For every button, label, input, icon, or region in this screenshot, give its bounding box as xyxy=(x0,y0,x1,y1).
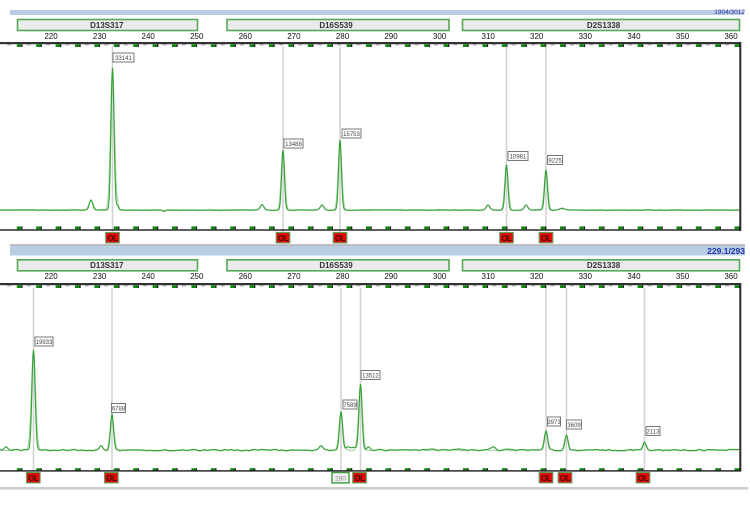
svg-text:290: 290 xyxy=(384,32,398,41)
svg-text:OL: OL xyxy=(354,474,365,483)
svg-text:1904/3012: 1904/3012 xyxy=(714,9,745,16)
svg-text:OL: OL xyxy=(638,474,649,483)
svg-text:229.1/293: 229.1/293 xyxy=(707,246,745,256)
svg-text:340: 340 xyxy=(627,272,641,281)
svg-text:280: 280 xyxy=(336,32,350,41)
svg-text:D2S1338: D2S1338 xyxy=(587,261,621,270)
svg-text:360: 360 xyxy=(724,32,738,41)
svg-text:280: 280 xyxy=(336,272,350,281)
svg-text:9225: 9225 xyxy=(548,159,562,165)
svg-text:D2S1338: D2S1338 xyxy=(587,21,621,30)
svg-text:350: 350 xyxy=(676,272,690,281)
svg-text:260: 260 xyxy=(239,32,253,41)
svg-text:OL: OL xyxy=(560,474,571,483)
svg-text:OL: OL xyxy=(501,234,512,243)
svg-text:320: 320 xyxy=(530,272,544,281)
svg-text:300: 300 xyxy=(433,272,447,281)
svg-text:280: 280 xyxy=(335,476,346,483)
svg-text:D13S317: D13S317 xyxy=(90,21,124,30)
svg-text:330: 330 xyxy=(579,32,593,41)
svg-text:250: 250 xyxy=(190,272,204,281)
svg-text:13488: 13488 xyxy=(285,142,302,148)
svg-text:2113: 2113 xyxy=(647,430,661,436)
svg-text:6788: 6788 xyxy=(112,407,126,413)
svg-text:270: 270 xyxy=(287,32,301,41)
svg-text:290: 290 xyxy=(384,272,398,281)
svg-text:270: 270 xyxy=(287,272,301,281)
svg-text:220: 220 xyxy=(44,32,58,41)
svg-text:250: 250 xyxy=(190,32,204,41)
svg-text:240: 240 xyxy=(142,32,156,41)
svg-text:33141: 33141 xyxy=(115,56,132,62)
svg-text:15753: 15753 xyxy=(343,132,360,138)
svg-text:D13S317: D13S317 xyxy=(90,261,124,270)
svg-text:350: 350 xyxy=(676,32,690,41)
svg-text:220: 220 xyxy=(44,272,58,281)
svg-text:3609: 3609 xyxy=(567,423,581,429)
svg-text:OL: OL xyxy=(28,474,39,483)
svg-text:19933: 19933 xyxy=(36,340,53,346)
svg-text:320: 320 xyxy=(530,32,544,41)
svg-text:310: 310 xyxy=(482,32,496,41)
svg-text:300: 300 xyxy=(433,32,447,41)
svg-text:10981: 10981 xyxy=(510,155,527,161)
svg-text:360: 360 xyxy=(724,272,738,281)
svg-text:230: 230 xyxy=(93,32,107,41)
svg-text:D16S539: D16S539 xyxy=(319,261,353,270)
svg-text:13512: 13512 xyxy=(362,374,379,380)
svg-text:240: 240 xyxy=(142,272,156,281)
svg-text:340: 340 xyxy=(627,32,641,41)
svg-text:OL: OL xyxy=(107,234,118,243)
svg-text:OL: OL xyxy=(278,234,289,243)
svg-text:330: 330 xyxy=(579,272,593,281)
svg-text:7589: 7589 xyxy=(343,403,357,409)
svg-text:OL: OL xyxy=(106,474,117,483)
svg-text:230: 230 xyxy=(93,272,107,281)
svg-text:OL: OL xyxy=(541,474,552,483)
svg-text:310: 310 xyxy=(482,272,496,281)
svg-text:260: 260 xyxy=(239,272,253,281)
svg-text:3973: 3973 xyxy=(547,420,561,426)
svg-text:OL: OL xyxy=(335,234,346,243)
svg-text:D16S539: D16S539 xyxy=(319,21,353,30)
svg-text:OL: OL xyxy=(541,234,552,243)
